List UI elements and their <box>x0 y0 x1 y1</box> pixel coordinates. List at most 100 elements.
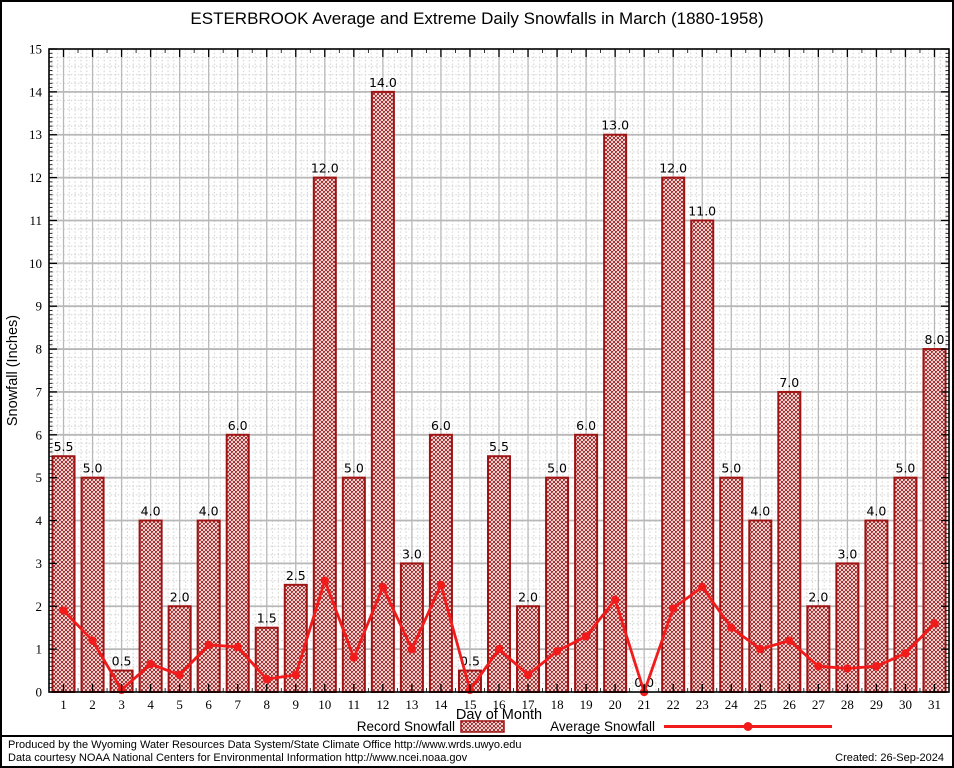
avg-marker-day-11 <box>349 653 359 662</box>
record-snowfall-bars: 5.5 5.0 0.5 4.0 2.0 4.0 6.0 1.5 2.5 12.0 5.0 14.0 3.… <box>51 75 947 694</box>
bar-label-day-12: 14.0 <box>369 75 397 90</box>
avg-marker-day-13 <box>407 644 417 654</box>
x-tick-label: 31 <box>928 697 941 712</box>
avg-marker-day-2 <box>88 636 97 645</box>
footer: Produced by the Wyoming Water Resources … <box>2 737 952 766</box>
x-tick-label: 21 <box>638 697 651 712</box>
bar-label-day-4: 4.0 <box>141 504 161 519</box>
avg-marker-day-27 <box>814 662 823 671</box>
bar-label-day-3: 0.5 <box>112 654 132 669</box>
bar-label-day-30: 5.0 <box>896 461 916 476</box>
x-tick-label: 27 <box>812 697 826 712</box>
x-tick-label: 14 <box>434 697 448 712</box>
bar-label-day-13: 3.0 <box>402 546 422 561</box>
bar-day-7 <box>225 433 250 693</box>
bar-day-23 <box>690 219 715 693</box>
x-tick-label: 12 <box>376 697 389 712</box>
bar-label-day-29: 4.0 <box>866 504 886 519</box>
avg-marker-day-25 <box>756 644 765 654</box>
bar-label-day-27: 2.0 <box>808 589 828 604</box>
y-tick-label: 10 <box>29 256 42 271</box>
avg-marker-day-1 <box>59 606 68 615</box>
x-tick-label: 1 <box>60 697 67 712</box>
bar-label-day-20: 13.0 <box>601 118 629 133</box>
bar-label-day-28: 3.0 <box>837 546 857 561</box>
bar-day-25 <box>748 519 773 693</box>
avg-marker-day-29 <box>872 662 881 671</box>
y-tick-label: 12 <box>29 170 42 185</box>
bar-day-30 <box>893 476 918 693</box>
x-tick-label: 13 <box>405 697 418 712</box>
y-axis-title: Snowfall (Inches) <box>5 315 21 426</box>
y-tick-label: 6 <box>36 427 43 442</box>
y-tick-label: 15 <box>29 42 42 57</box>
avg-marker-day-31 <box>930 619 939 628</box>
x-tick-label: 30 <box>899 697 912 712</box>
bar-label-day-11: 5.0 <box>344 461 364 476</box>
x-tick-label: 19 <box>580 697 593 712</box>
y-tick-label: 7 <box>36 384 43 399</box>
bar-label-day-23: 11.0 <box>688 203 716 218</box>
bar-day-17 <box>516 605 541 693</box>
bar-label-day-17: 2.0 <box>518 589 538 604</box>
avg-marker-day-14 <box>436 580 446 590</box>
avg-marker-day-20 <box>610 595 620 605</box>
bar-day-19 <box>574 433 599 693</box>
avg-marker-day-23 <box>698 582 707 592</box>
avg-marker-day-26 <box>785 636 794 645</box>
x-tick-label: 6 <box>205 697 212 712</box>
x-tick-label: 28 <box>841 697 854 712</box>
y-tick-label: 4 <box>36 513 43 528</box>
x-tick-label: 7 <box>234 697 241 712</box>
y-tick-label: 11 <box>29 213 42 228</box>
y-tick-label: 13 <box>29 127 42 142</box>
snowfall-chart: 5.55.00.54.02.04.06.01.52.512.05.014.03.… <box>5 42 950 734</box>
x-tick-label: 9 <box>293 697 300 712</box>
bar-label-day-7: 6.0 <box>228 418 248 433</box>
bar-label-day-10: 12.0 <box>311 161 339 176</box>
x-tick-label: 10 <box>318 697 331 712</box>
bar-label-day-22: 12.0 <box>659 161 687 176</box>
bar-day-18 <box>545 476 570 693</box>
x-tick-label: 3 <box>118 697 125 712</box>
x-tick-label: 29 <box>870 697 883 712</box>
bar-day-2 <box>80 476 105 693</box>
legend-record-label: Record Snowfall <box>357 719 455 734</box>
bar-day-13 <box>399 562 424 694</box>
bar-day-1 <box>51 455 76 693</box>
y-tick-label: 3 <box>36 556 43 571</box>
avg-marker-day-16 <box>494 644 504 654</box>
bar-label-day-19: 6.0 <box>576 418 596 433</box>
footer-produced-by: Produced by the Wyoming Water Resources … <box>8 739 522 751</box>
bar-label-day-24: 5.0 <box>721 461 741 476</box>
bar-label-day-5: 2.0 <box>170 589 190 604</box>
avg-marker-day-8 <box>262 674 271 684</box>
bar-label-day-6: 4.0 <box>199 504 219 519</box>
footer-data-courtesy: Data courtesy NOAA National Centers for … <box>8 752 468 764</box>
bar-label-day-8: 1.5 <box>257 611 277 626</box>
avg-marker-day-4 <box>146 659 155 669</box>
avg-marker-day-7 <box>233 642 242 652</box>
x-tick-label: 4 <box>147 697 154 712</box>
y-tick-label: 5 <box>36 470 43 485</box>
bar-label-day-1: 5.5 <box>54 439 74 454</box>
avg-marker-day-30 <box>901 649 910 658</box>
bar-day-6 <box>196 519 221 693</box>
avg-marker-day-12 <box>378 582 388 592</box>
x-tick-label: 8 <box>263 697 270 712</box>
x-tick-label: 23 <box>696 697 709 712</box>
x-tick-label: 2 <box>89 697 96 712</box>
x-tick-label: 15 <box>463 697 476 712</box>
bar-label-day-2: 5.0 <box>83 461 103 476</box>
legend-average-marker <box>743 722 753 731</box>
footer-created-date: Created: 26-Sep-2024 <box>835 752 944 764</box>
bar-label-day-15: 0.5 <box>460 654 480 669</box>
x-tick-label: 18 <box>551 697 564 712</box>
legend: Record Snowfall Average Snowfall <box>357 719 832 734</box>
bar-day-24 <box>719 476 744 693</box>
bar-label-day-16: 5.5 <box>489 439 509 454</box>
y-tick-label: 9 <box>36 299 43 314</box>
bar-day-14 <box>428 433 453 693</box>
bar-label-day-31: 8.0 <box>925 332 945 347</box>
